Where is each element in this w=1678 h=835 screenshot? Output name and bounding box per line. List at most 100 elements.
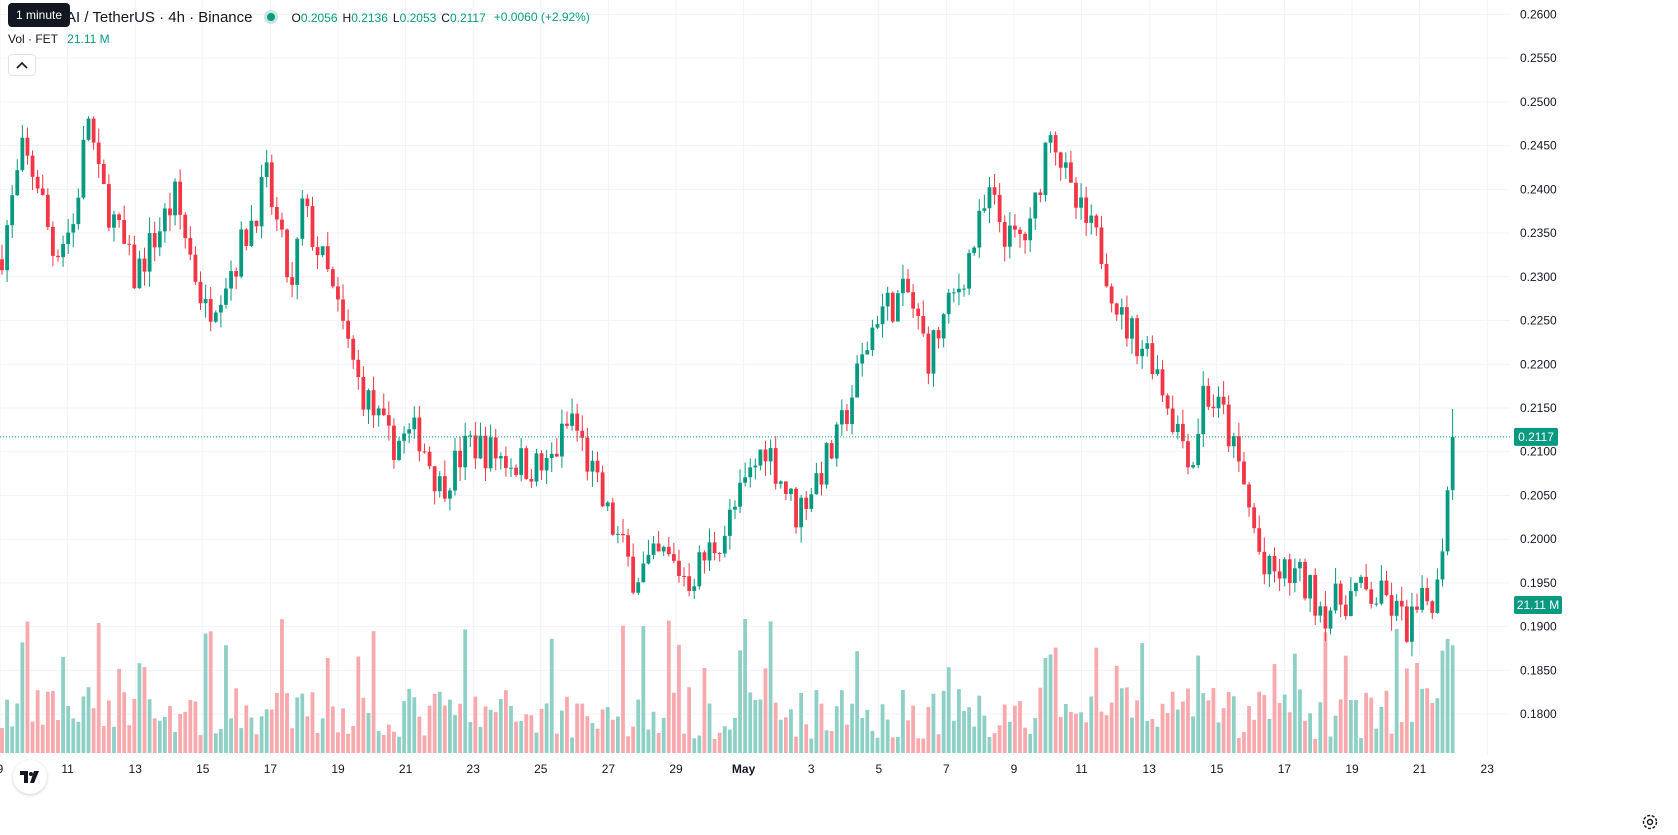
candle-body <box>488 437 493 469</box>
candle-body <box>478 435 483 459</box>
volume-bar <box>213 733 218 753</box>
market-status-icon[interactable] <box>264 10 279 24</box>
volume-bar <box>992 733 997 753</box>
candle-body <box>1186 441 1190 468</box>
candle-body <box>758 449 763 466</box>
candle-body <box>376 408 381 416</box>
volume-bar <box>234 688 239 753</box>
current-volume-badge <box>1514 596 1562 614</box>
volume-bar <box>534 732 539 753</box>
candle-body <box>1338 583 1343 605</box>
volume-bar <box>1282 694 1287 753</box>
volume-bar <box>880 704 885 753</box>
volume-bar <box>1226 691 1231 753</box>
volume-bar <box>1124 687 1129 753</box>
volume-legend[interactable]: Vol · FET 21.11 M <box>8 32 110 46</box>
candle-body <box>1236 436 1241 462</box>
candle-body <box>269 162 274 207</box>
candle-body <box>1252 507 1257 529</box>
candle-body <box>712 542 717 554</box>
volume-bar <box>1298 689 1302 753</box>
volume-bar <box>722 726 727 753</box>
volume-bar <box>509 705 513 753</box>
candle-body <box>86 118 91 140</box>
candle-body <box>1023 233 1027 241</box>
volume-bar <box>1287 712 1292 753</box>
candle-body <box>651 543 656 555</box>
gear-icon[interactable] <box>1640 812 1660 832</box>
candle-body <box>1007 225 1012 247</box>
candle-body <box>1119 307 1124 315</box>
ohlc-key: O <box>291 11 301 25</box>
candle-body <box>1160 369 1165 396</box>
candle-body <box>45 194 50 227</box>
volume-bar <box>341 708 345 753</box>
volume-bar <box>1236 738 1241 753</box>
volume-bar <box>1384 690 1389 753</box>
candle-body <box>244 229 249 247</box>
candle-body <box>1038 192 1043 196</box>
candle-body <box>183 214 188 239</box>
candle-body <box>946 292 951 315</box>
volume-bar <box>127 725 132 753</box>
volume-bar <box>529 715 534 753</box>
candle-body <box>987 187 992 209</box>
volume-bar <box>666 620 671 753</box>
candle-body <box>641 563 646 583</box>
volume-bar <box>137 663 142 753</box>
candle-body <box>656 543 661 552</box>
candle-body <box>1216 396 1221 409</box>
volume-bar <box>51 690 55 753</box>
symbol-title[interactable]: AI / TetherUS · 4h · Binance <box>66 8 253 26</box>
price-tick-label: 0.2450 <box>1520 139 1557 153</box>
volume-bar <box>1007 721 1012 753</box>
candle-body <box>646 554 651 564</box>
candle-body <box>1053 135 1058 153</box>
volume-bar <box>1389 733 1394 753</box>
volume-bar <box>575 703 580 753</box>
volume-bar <box>1404 668 1409 753</box>
volume-bar <box>641 626 646 753</box>
tradingview-logo-icon[interactable] <box>13 760 47 794</box>
time-tick-label: 17 <box>264 762 278 776</box>
candle-body <box>122 220 127 244</box>
volume-bar <box>1374 728 1379 753</box>
volume-bar <box>1043 658 1048 753</box>
candle-body <box>829 443 834 459</box>
volume-bar <box>804 724 809 753</box>
volume-bar <box>244 705 249 753</box>
time-tick-label: 21 <box>1413 762 1427 776</box>
candle-body <box>371 390 376 416</box>
volume-bar <box>402 701 407 753</box>
candle-body <box>147 233 152 272</box>
candle-body <box>274 206 279 220</box>
candle-body <box>524 448 529 479</box>
candle-body <box>442 476 447 499</box>
candle-body <box>1343 604 1348 617</box>
candle-body <box>1058 152 1063 168</box>
volume-bar <box>1252 719 1257 753</box>
price-tick-label: 0.1950 <box>1520 576 1557 590</box>
candle-body <box>5 225 9 271</box>
volume-bar <box>147 699 152 753</box>
candle-body <box>218 304 223 313</box>
candle-body <box>315 247 320 256</box>
collapse-legend-button[interactable] <box>8 54 36 76</box>
volume-bar <box>1201 693 1206 753</box>
candle-body <box>921 315 926 334</box>
candle-body <box>178 181 183 215</box>
volume-bar <box>855 651 860 753</box>
candle-body <box>1028 218 1033 241</box>
volume-bar <box>371 631 376 753</box>
time-tick-label: 9 <box>0 762 4 776</box>
current-price-label: 0.2117 <box>1518 430 1554 444</box>
candle-body <box>1415 606 1419 610</box>
candle-body <box>1359 576 1363 583</box>
volume-bar <box>1242 731 1246 753</box>
volume-bar <box>778 719 783 753</box>
ohlc-key: H <box>342 11 352 25</box>
price-tick-label: 0.2400 <box>1520 182 1557 196</box>
candle-body <box>432 466 437 492</box>
ohlc-value: 0.2117 <box>449 11 486 25</box>
